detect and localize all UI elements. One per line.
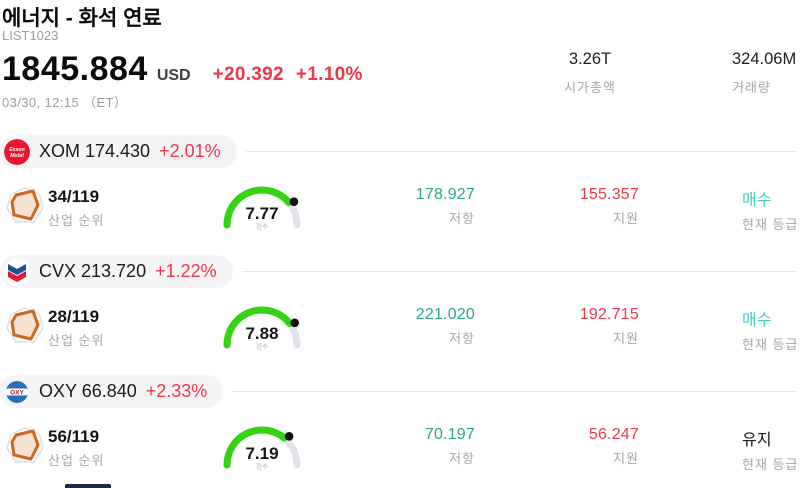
stock-details-xom: 34/119 산업 순위 7.77 점수 178.927 저항 155.357 … bbox=[0, 181, 800, 241]
resistance-col: 221.020 저항 bbox=[416, 306, 475, 347]
svg-text:Mobil: Mobil bbox=[10, 153, 24, 159]
score-value: 7.19 bbox=[245, 444, 278, 463]
change-percent: +1.10% bbox=[295, 64, 363, 85]
stock-row-oxy: OXY OXY 66.840 +2.33% 56/119 산업 순위 7.1 bbox=[0, 375, 800, 488]
industry-radar-icon bbox=[6, 427, 44, 463]
rating-col: 매수 현재 등급 bbox=[742, 306, 798, 353]
resistance-value: 178.927 bbox=[415, 186, 475, 203]
exxonmobil-logo-icon: Exxon Mobil bbox=[4, 138, 30, 165]
rating-value: 유지 bbox=[742, 432, 772, 449]
stock-change-percent: +2.01% bbox=[159, 141, 221, 161]
row-divider bbox=[245, 151, 796, 152]
volume-stat: 324.06M 거래량 bbox=[732, 50, 796, 96]
stock-row-cvx: CVX 213.720 +1.22% 28/119 산업 순위 7.88 점수 bbox=[0, 255, 800, 376]
support-label: 지원 bbox=[613, 331, 639, 346]
stock-header-xom: Exxon Mobil XOM 174.430 +2.01% bbox=[0, 135, 796, 168]
stock-row-xom: Exxon Mobil XOM 174.430 +2.01% 34/119 산업… bbox=[0, 135, 800, 256]
support-label: 지원 bbox=[613, 451, 639, 466]
oxy-logo-icon: OXY bbox=[5, 380, 29, 403]
svg-text:OXY: OXY bbox=[10, 389, 24, 396]
rating-col: 유지 현재 등급 bbox=[742, 426, 798, 473]
support-col: 155.357 지원 bbox=[580, 186, 639, 227]
rank-value: 34/119 bbox=[48, 187, 100, 206]
market-cap-label: 시가총액 bbox=[564, 80, 616, 95]
change-value: +20.392 bbox=[212, 64, 284, 85]
industry-rank: 34/119 산업 순위 bbox=[48, 187, 104, 229]
rating-value: 매수 bbox=[742, 192, 772, 209]
list-id: LIST1023 bbox=[2, 28, 59, 43]
industry-rank: 28/119 산업 순위 bbox=[48, 307, 104, 349]
score-gauge: 7.88 점수 bbox=[223, 306, 301, 351]
resistance-col: 70.197 저항 bbox=[425, 426, 475, 467]
rating-label: 현재 등급 bbox=[742, 457, 799, 472]
page-title: 에너지 - 화석 연료 bbox=[2, 7, 162, 30]
support-value: 56.247 bbox=[588, 426, 639, 443]
score-gauge: 7.19 점수 bbox=[223, 426, 301, 471]
market-cap-value: 3.26T bbox=[568, 50, 612, 68]
row-divider bbox=[241, 271, 796, 272]
rating-label: 현재 등급 bbox=[742, 217, 799, 232]
score-label: 점수 bbox=[256, 463, 268, 471]
stock-details-cvx: 28/119 산업 순위 7.88 점수 221.020 저항 192.715 … bbox=[0, 301, 800, 361]
resistance-label: 저항 bbox=[449, 331, 475, 346]
score-gauge: 7.77 점수 bbox=[223, 186, 301, 231]
stock-symbol-price: OXY 66.840 bbox=[39, 381, 137, 401]
volume-value: 324.06M bbox=[732, 50, 797, 68]
support-col: 56.247 지원 bbox=[589, 426, 639, 467]
svg-text:Exxon: Exxon bbox=[9, 147, 25, 153]
stock-symbol-price: XOM 174.430 bbox=[39, 141, 151, 161]
stock-pill-xom[interactable]: Exxon Mobil XOM 174.430 +2.01% bbox=[0, 135, 237, 168]
score-value: 7.88 bbox=[245, 324, 278, 343]
resistance-label: 저항 bbox=[449, 211, 475, 226]
score-value: 7.77 bbox=[245, 204, 278, 223]
index-change: +20.392 +1.10% bbox=[213, 64, 363, 86]
market-cap-stat: 3.26T 시가총액 bbox=[548, 50, 632, 96]
row-divider bbox=[232, 391, 796, 392]
industry-radar-icon bbox=[6, 187, 44, 223]
resistance-value: 70.197 bbox=[424, 426, 475, 443]
support-label: 지원 bbox=[613, 211, 639, 226]
industry-radar-icon bbox=[6, 307, 44, 343]
rank-label: 산업 순위 bbox=[48, 213, 105, 228]
resistance-col: 178.927 저항 bbox=[416, 186, 475, 227]
rank-value: 56/119 bbox=[48, 427, 100, 446]
index-price-row: 1845.884 USD +20.392 +1.10% bbox=[2, 50, 363, 89]
stock-pill-cvx[interactable]: CVX 213.720 +1.22% bbox=[0, 255, 233, 288]
resistance-value: 221.020 bbox=[415, 306, 475, 323]
chevron-logo-icon bbox=[4, 258, 30, 285]
stock-header-cvx: CVX 213.720 +1.22% bbox=[0, 255, 796, 288]
support-value: 192.715 bbox=[579, 306, 639, 323]
partial-next-row-element bbox=[65, 484, 111, 488]
quote-timestamp: 03/30, 12:15 （ET） bbox=[2, 95, 128, 110]
index-price: 1845.884 bbox=[2, 50, 148, 88]
rating-col: 매수 현재 등급 bbox=[742, 186, 798, 233]
industry-rank: 56/119 산업 순위 bbox=[48, 427, 104, 469]
rank-value: 28/119 bbox=[48, 307, 100, 326]
currency-label: USD bbox=[156, 67, 191, 84]
score-label: 점수 bbox=[256, 343, 268, 351]
resistance-label: 저항 bbox=[449, 451, 475, 466]
stock-pill-oxy[interactable]: OXY OXY 66.840 +2.33% bbox=[0, 375, 224, 408]
stock-details-oxy: 56/119 산업 순위 7.19 점수 70.197 저항 56.247 지원… bbox=[0, 421, 800, 481]
rank-label: 산업 순위 bbox=[48, 333, 105, 348]
volume-label: 거래량 bbox=[732, 80, 771, 95]
stock-symbol-price: CVX 213.720 bbox=[39, 261, 147, 281]
score-label: 점수 bbox=[256, 223, 268, 231]
rating-value: 매수 bbox=[742, 312, 772, 329]
support-value: 155.357 bbox=[579, 186, 639, 203]
stock-change-percent: +2.33% bbox=[145, 381, 208, 401]
support-col: 192.715 지원 bbox=[580, 306, 639, 347]
rating-label: 현재 등급 bbox=[742, 337, 799, 352]
stock-change-percent: +1.22% bbox=[155, 261, 217, 281]
rank-label: 산업 순위 bbox=[48, 453, 105, 468]
stock-header-oxy: OXY OXY 66.840 +2.33% bbox=[0, 375, 796, 408]
